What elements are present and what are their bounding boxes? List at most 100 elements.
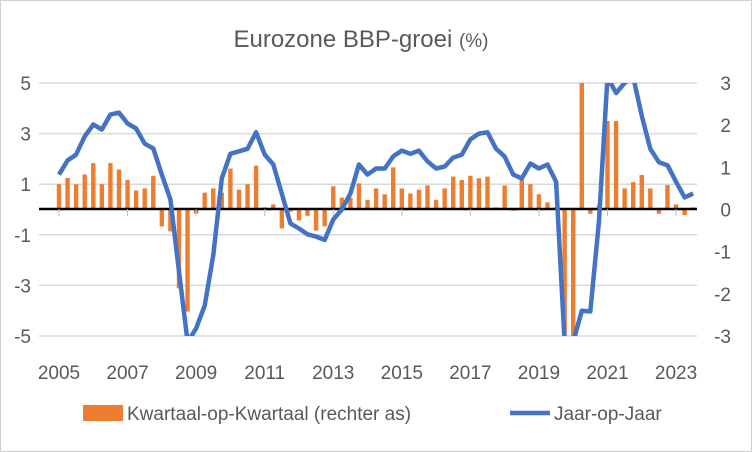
- qoq-bar: [305, 209, 310, 216]
- right-tick-label: -2: [714, 285, 731, 306]
- qoq-bar: [399, 188, 404, 210]
- right-tick-label: 1: [720, 158, 731, 179]
- qoq-bar: [476, 178, 482, 210]
- right-tick-label: 0: [720, 201, 731, 222]
- qoq-bar: [125, 179, 130, 210]
- qoq-bar: [622, 188, 627, 210]
- qoq-bar: [673, 204, 679, 210]
- qoq-bar: [408, 193, 413, 210]
- qoq-bar: [288, 209, 293, 212]
- qoq-bar: [639, 174, 644, 210]
- qoq-bar: [682, 209, 687, 215]
- yoy-line: [57, 83, 695, 336]
- qoq-bar: [296, 209, 302, 221]
- right-tick-label: -1: [714, 243, 731, 264]
- x-tick-label: 2009: [175, 363, 217, 384]
- legend-label-yoy: Jaar-op-Jaar: [554, 404, 662, 425]
- qoq-bar: [356, 183, 362, 210]
- qoq-bar: [613, 120, 619, 210]
- qoq-bar: [331, 186, 336, 210]
- qoq-bar: [588, 209, 593, 214]
- qoq-bar: [279, 209, 285, 229]
- left-tick-label: 3: [20, 125, 31, 146]
- qoq-bar: [142, 188, 147, 210]
- qoq-bar: [545, 202, 550, 210]
- qoq-bar: [562, 209, 567, 336]
- x-tick-label: 2017: [449, 363, 491, 384]
- legend-swatch-qoq: [83, 405, 123, 421]
- left-tick-label: 5: [20, 74, 31, 95]
- qoq-bar: [391, 167, 396, 210]
- chart-title: Eurozone BBP-groei (%): [233, 26, 488, 53]
- gridlines: [39, 82, 697, 337]
- qoq-bar: [65, 177, 70, 210]
- qoq-bar: [468, 175, 473, 210]
- qoq-bar: [425, 185, 430, 210]
- qoq-bar: [245, 184, 250, 210]
- left-tick-label: -5: [14, 327, 31, 348]
- qoq-bar: [82, 174, 87, 210]
- qoq-bar: [382, 194, 387, 210]
- left-tick-label: 1: [20, 175, 31, 196]
- qoq-bar: [442, 188, 447, 210]
- qoq-bar: [116, 169, 122, 210]
- qoq-bar: [202, 192, 207, 210]
- qoq-bar: [433, 199, 439, 210]
- qoq-bar: [133, 190, 139, 210]
- qoq-bar: [665, 185, 670, 210]
- qoq-bar: [502, 185, 507, 210]
- qoq-bar: [253, 165, 259, 210]
- x-tick-label: 2013: [312, 363, 354, 384]
- x-tick-label: 2021: [586, 363, 628, 384]
- qoq-bar: [451, 176, 456, 210]
- qoq-bar: [536, 194, 542, 210]
- qoq-bar: [485, 176, 490, 210]
- qoq-bar: [219, 192, 225, 210]
- qoq-bar: [365, 199, 370, 210]
- qoq-bar: [656, 209, 662, 214]
- qoq-bar: [322, 209, 327, 227]
- qoq-bar: [630, 182, 636, 210]
- x-tick-label: 2011: [244, 363, 285, 384]
- qoq-bar: [571, 209, 576, 336]
- qoq-bar: [313, 209, 319, 231]
- x-tick-label: 2019: [518, 363, 560, 384]
- qoq-bar: [236, 189, 242, 210]
- qoq-bar: [648, 188, 653, 210]
- right-tick-label: 3: [720, 74, 731, 95]
- left-tick-label: -3: [14, 276, 31, 297]
- x-tick-label: 2005: [38, 363, 80, 384]
- qoq-bar: [151, 175, 156, 210]
- x-tick-label: 2015: [381, 363, 423, 384]
- qoq-bar: [528, 184, 533, 210]
- qoq-bar: [185, 209, 190, 312]
- qoq-bar: [91, 163, 96, 210]
- qoq-bar: [56, 184, 62, 210]
- qoq-bar: [339, 197, 345, 210]
- qoq-bar: [99, 184, 105, 210]
- qoq-bar: [176, 209, 182, 289]
- x-tick-label: 2023: [655, 363, 697, 384]
- legend: Kwartaal-op-Kwartaal (rechter as) Jaar-o…: [83, 404, 662, 425]
- qoq-bar: [416, 189, 422, 210]
- x-axis: 2005 2007 2009 2011 2013 2015 2017 2019 2021 2023: [38, 209, 697, 384]
- qoq-bar: [519, 179, 524, 210]
- left-tick-label: -1: [14, 226, 31, 247]
- qoq-bar: [579, 83, 584, 210]
- qoq-bar: [211, 188, 216, 210]
- qoq-bar: [373, 188, 379, 210]
- right-axis: 3 2 1 0 -1 -2 -3: [714, 74, 731, 348]
- qoq-bar: [108, 163, 113, 210]
- qoq-bar: [159, 209, 165, 227]
- qoq-bar: [228, 168, 233, 210]
- right-tick-label: 2: [720, 116, 731, 137]
- qoq-bar: [605, 120, 610, 210]
- legend-label-qoq: Kwartaal-op-Kwartaal (rechter as): [127, 404, 411, 425]
- qoq-bar: [348, 197, 353, 210]
- qoq-bar: [271, 204, 276, 210]
- x-tick-label: 2007: [106, 363, 148, 384]
- qoq-bar: [168, 209, 173, 232]
- qoq-bar: [459, 179, 464, 210]
